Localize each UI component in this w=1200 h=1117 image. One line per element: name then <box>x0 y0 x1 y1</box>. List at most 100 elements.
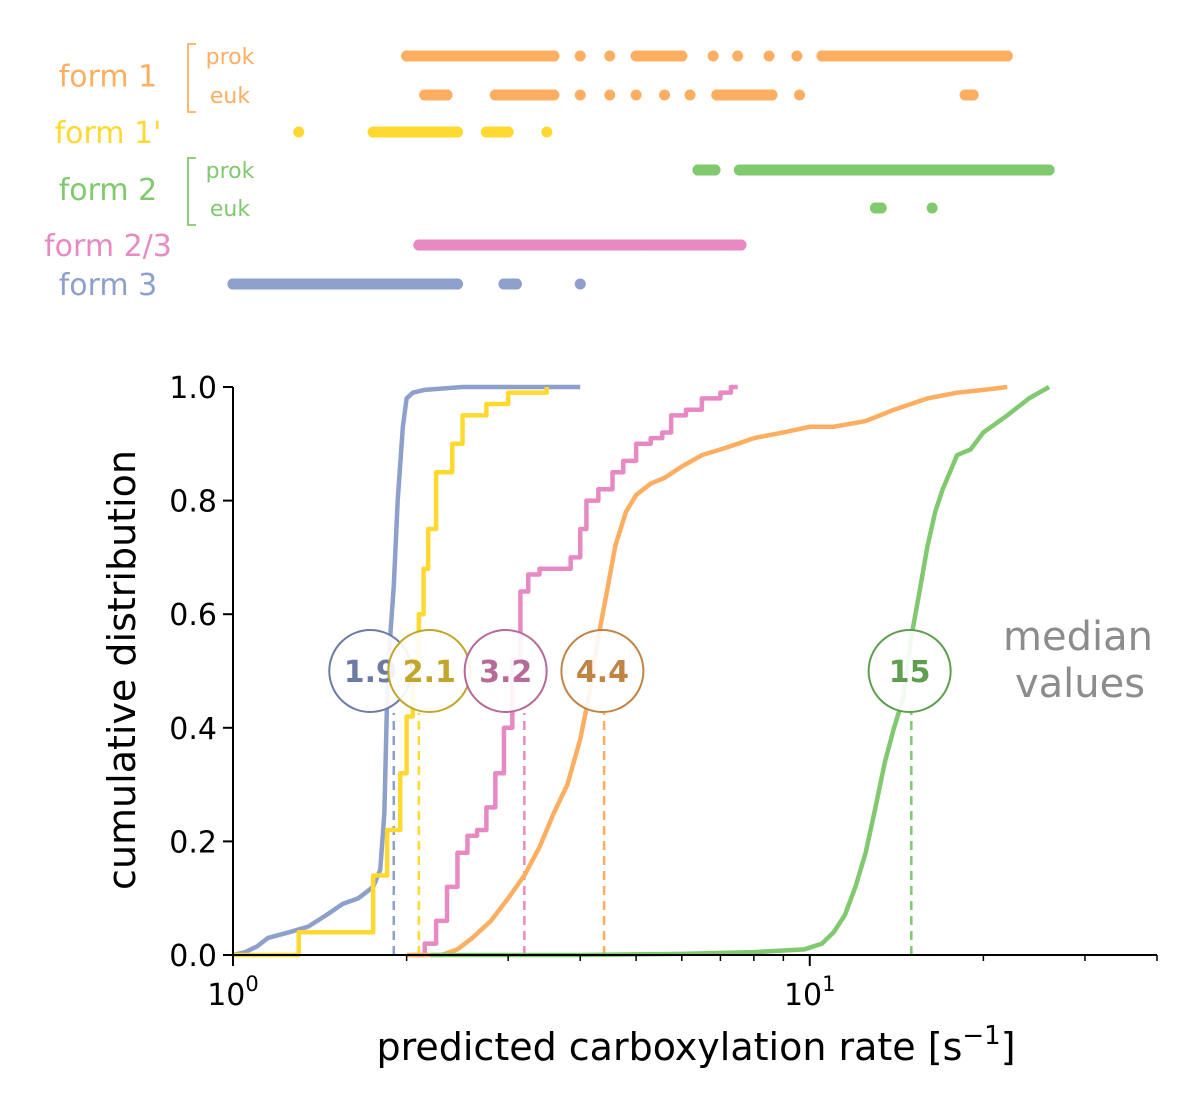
strip-point <box>293 126 305 138</box>
x-tick-label: 101 <box>784 972 836 1013</box>
strip-point <box>1043 164 1055 176</box>
strip-point <box>879 50 891 62</box>
strip-point <box>640 239 652 251</box>
strip-point <box>345 278 357 290</box>
strip-point <box>428 126 440 138</box>
strip-point <box>424 239 436 251</box>
x-tick-label-exponent: 0 <box>245 972 258 996</box>
ecdf-line <box>415 384 738 958</box>
strip-point <box>234 278 246 290</box>
strip-point <box>413 278 425 290</box>
median-badge <box>867 629 952 713</box>
x-axis-label-main: predicted carboxylation rate [s <box>376 1025 962 1069</box>
strip-point <box>617 239 629 251</box>
x-tick-label-base: 10 <box>784 978 822 1013</box>
x-tick-label: 100 <box>207 972 259 1013</box>
ecdf-line <box>430 385 1051 958</box>
strip-point <box>684 239 696 251</box>
strip-point <box>735 239 747 251</box>
x-axis-label-close: ] <box>1001 1025 1016 1069</box>
strip-point <box>725 239 737 251</box>
x-axis-label-sup: −1 <box>962 1021 1000 1051</box>
strip-point <box>476 239 488 251</box>
strip-point <box>990 50 1002 62</box>
strip-point <box>914 50 926 62</box>
strip-point <box>446 239 458 251</box>
strip-point <box>786 164 798 176</box>
strip-point <box>914 164 926 176</box>
ecdf-line <box>232 384 581 958</box>
strip-point <box>1001 50 1013 62</box>
strip-point <box>654 50 666 62</box>
strip-point <box>451 126 463 138</box>
strip-point <box>397 278 409 290</box>
strip-point <box>308 278 320 290</box>
strip-point <box>377 126 389 138</box>
strip-point <box>451 278 463 290</box>
x-tick-label-base: 10 <box>207 978 245 1013</box>
strip-row-label: form 1' <box>55 116 162 151</box>
annotation-line-2: values <box>1015 661 1145 707</box>
y-tick-label: 0.6 <box>169 598 217 633</box>
strip-point <box>424 50 436 62</box>
strip-row-sublabel: prok <box>206 159 255 184</box>
strip-point <box>659 89 671 101</box>
strip-row-sublabel: euk <box>210 197 250 222</box>
strip-point <box>860 50 872 62</box>
strip-panel: form 1 prok euk form 1' form 2 prok euk form 2/… <box>44 43 1055 303</box>
strip-point <box>502 89 514 101</box>
strip-point <box>977 50 989 62</box>
strip-point <box>652 239 664 251</box>
strip-point <box>401 50 413 62</box>
strip-point <box>466 50 478 62</box>
strip-point <box>604 89 616 101</box>
strip-point <box>419 89 431 101</box>
strip-point <box>502 239 514 251</box>
strip-point <box>607 239 619 251</box>
strip-bracket <box>187 157 196 226</box>
strip-point <box>839 50 851 62</box>
annotation-line-1: median <box>1003 614 1153 660</box>
strip-point <box>367 278 379 290</box>
strip-point <box>466 239 478 251</box>
strip-row-sublabel: euk <box>210 84 250 109</box>
strip-point <box>413 50 425 62</box>
strip-point <box>526 50 538 62</box>
strip-point <box>794 89 806 101</box>
strip-point <box>763 50 775 62</box>
strip-point <box>926 202 938 214</box>
strip-point <box>839 164 851 176</box>
strip-point <box>574 278 586 290</box>
y-tick-label: 0.4 <box>169 712 217 747</box>
strip-point <box>393 126 405 138</box>
series-layer <box>232 384 1051 958</box>
strip-point <box>385 126 397 138</box>
strip-point <box>441 89 453 101</box>
strip-point <box>320 278 332 290</box>
strip-point <box>262 278 274 290</box>
ecdf-line <box>233 387 550 958</box>
x-tick-label-exponent: 1 <box>822 972 835 996</box>
strip-point <box>577 239 589 251</box>
strip-bracket <box>187 43 196 113</box>
strip-point <box>958 50 970 62</box>
median-badge-label: 4.4 <box>576 655 629 690</box>
strip-point <box>413 239 425 251</box>
strip-point <box>436 239 448 251</box>
strip-point <box>377 278 389 290</box>
strip-row-label: form 3 <box>59 268 158 303</box>
strip-point <box>430 278 442 290</box>
strip-point <box>510 278 522 290</box>
strip-point <box>879 164 891 176</box>
strip-point <box>676 50 688 62</box>
strip-point <box>692 164 704 176</box>
strip-point <box>480 126 492 138</box>
strip-point <box>707 239 719 251</box>
strip-point <box>959 89 971 101</box>
strip-point <box>667 239 679 251</box>
median-badge <box>560 629 645 713</box>
strip-point <box>510 89 522 101</box>
strip-point <box>544 239 556 251</box>
